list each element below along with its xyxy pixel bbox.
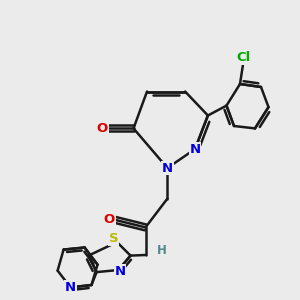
Text: N: N	[65, 281, 76, 294]
Text: N: N	[189, 142, 201, 156]
Text: N: N	[114, 265, 126, 278]
Text: H: H	[157, 244, 167, 257]
Text: Cl: Cl	[236, 51, 250, 64]
Text: O: O	[104, 213, 115, 226]
Text: S: S	[109, 232, 118, 245]
Text: O: O	[97, 122, 108, 135]
Text: N: N	[162, 161, 173, 175]
